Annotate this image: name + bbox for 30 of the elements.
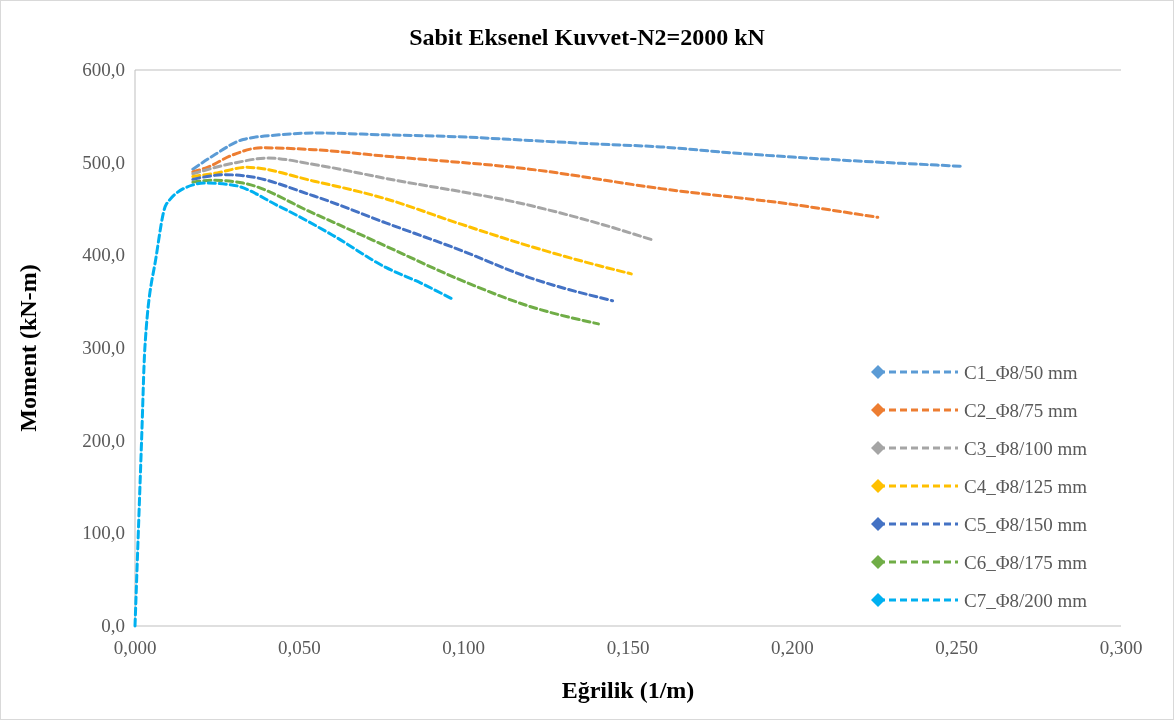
legend-label: C7_Φ8/200 mm xyxy=(964,590,1088,611)
y-tick-label: 600,0 xyxy=(82,59,125,80)
y-tick-label: 500,0 xyxy=(82,151,125,173)
x-axis-title: Eğrilik (1/m) xyxy=(561,677,695,703)
legend-label: C5_Φ8/150 mm xyxy=(964,514,1088,535)
legend-label: C2_Φ8/75 mm xyxy=(964,400,1078,421)
x-tick-label: 0,000 xyxy=(113,637,157,658)
y-tick-label: 200,0 xyxy=(82,429,125,451)
line-series xyxy=(133,181,454,628)
line-series xyxy=(191,146,880,219)
line-series xyxy=(191,178,600,326)
line-series xyxy=(191,173,615,303)
x-tick-label: 0,300 xyxy=(1099,637,1143,658)
legend-label: C6_Φ8/175 mm xyxy=(964,552,1088,573)
x-tick-label: 0,150 xyxy=(606,637,650,658)
x-tick-label: 0,200 xyxy=(770,637,814,658)
legend-label: C1_Φ8/50 mm xyxy=(964,362,1078,383)
y-tick-label: 100,0 xyxy=(82,522,125,544)
y-axis-title: Moment (kN-m) xyxy=(15,264,41,432)
x-tick-label: 0,050 xyxy=(277,637,321,658)
y-tick-label: 0,0 xyxy=(101,615,125,636)
chart-title: Sabit Eksenel Kuvvet-N2=2000 kN xyxy=(409,24,766,50)
x-tick-label: 0,100 xyxy=(442,637,486,658)
line-series xyxy=(191,131,965,171)
y-tick-label: 400,0 xyxy=(82,244,125,266)
line-series xyxy=(191,165,633,276)
legend-label: C3_Φ8/100 mm xyxy=(964,438,1088,459)
legend-label: C4_Φ8/125 mm xyxy=(964,476,1088,497)
x-tick-label: 0,250 xyxy=(935,637,979,658)
y-tick-label: 300,0 xyxy=(82,337,125,358)
